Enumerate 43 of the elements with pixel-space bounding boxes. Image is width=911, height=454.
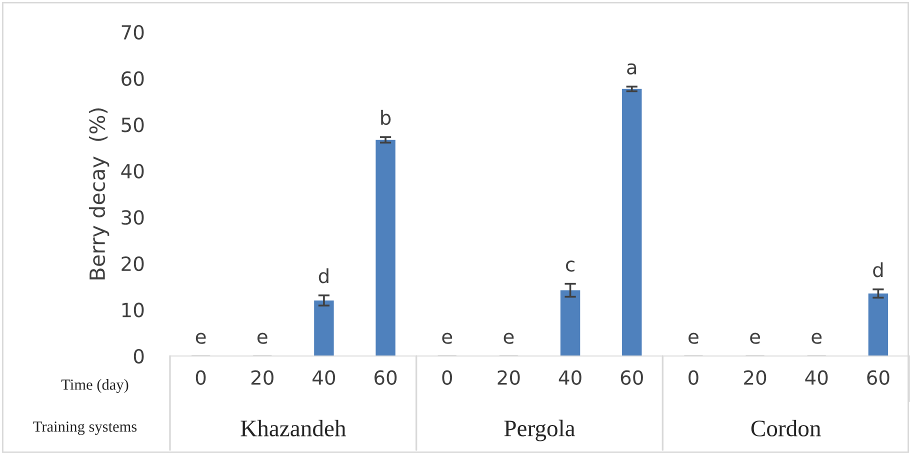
text: Khazandeh <box>240 420 346 436</box>
x-tick-label: 0 <box>196 370 206 385</box>
y-tick-label: 40 <box>121 164 144 179</box>
y-tick-label: 70 <box>122 24 144 40</box>
x-tick-label: 20 <box>744 370 766 385</box>
bar <box>314 300 334 356</box>
data-label: e <box>750 332 760 344</box>
data-label: e <box>504 332 514 344</box>
bar <box>622 88 642 356</box>
data-label: e <box>812 332 822 344</box>
data-label: d <box>873 262 883 278</box>
bar <box>868 294 888 356</box>
x-tick-label: 40 <box>805 370 828 385</box>
bar <box>560 290 580 356</box>
data-label: d <box>318 268 328 284</box>
y-tick-label: 30 <box>122 210 144 225</box>
x-tick-label: 20 <box>498 370 520 385</box>
x-tick-label: 0 <box>688 370 698 385</box>
y-axis-title: Berry decay (%) <box>88 108 110 280</box>
y-tick-label: 10 <box>122 302 144 318</box>
x-tick-label: 40 <box>558 370 582 385</box>
y-tick-label: 0 <box>134 348 144 364</box>
data-label: e <box>257 332 268 344</box>
text: Cordon <box>751 420 821 436</box>
data-label: b <box>381 110 391 125</box>
x-tick-label: 40 <box>312 370 336 385</box>
y-tick-label: 50 <box>122 118 144 132</box>
x-tick-label: 20 <box>251 370 274 385</box>
text: Training systems <box>33 422 137 435</box>
data-label: e <box>196 332 206 344</box>
x-tick-label: 0 <box>442 370 452 385</box>
y-tick-label: 60 <box>122 71 144 86</box>
x-tick-label: 60 <box>374 370 397 385</box>
y-tick-label: 20 <box>122 256 144 272</box>
text: Pergola <box>504 420 576 442</box>
x-tick-label: 60 <box>867 370 890 385</box>
data-label: a <box>627 63 636 75</box>
text: Time (day) <box>61 379 128 393</box>
data-label: e <box>688 332 698 344</box>
data-label: e <box>442 332 452 344</box>
data-label: c <box>566 260 574 272</box>
x-tick-label: 60 <box>620 370 643 385</box>
bar <box>376 140 396 356</box>
